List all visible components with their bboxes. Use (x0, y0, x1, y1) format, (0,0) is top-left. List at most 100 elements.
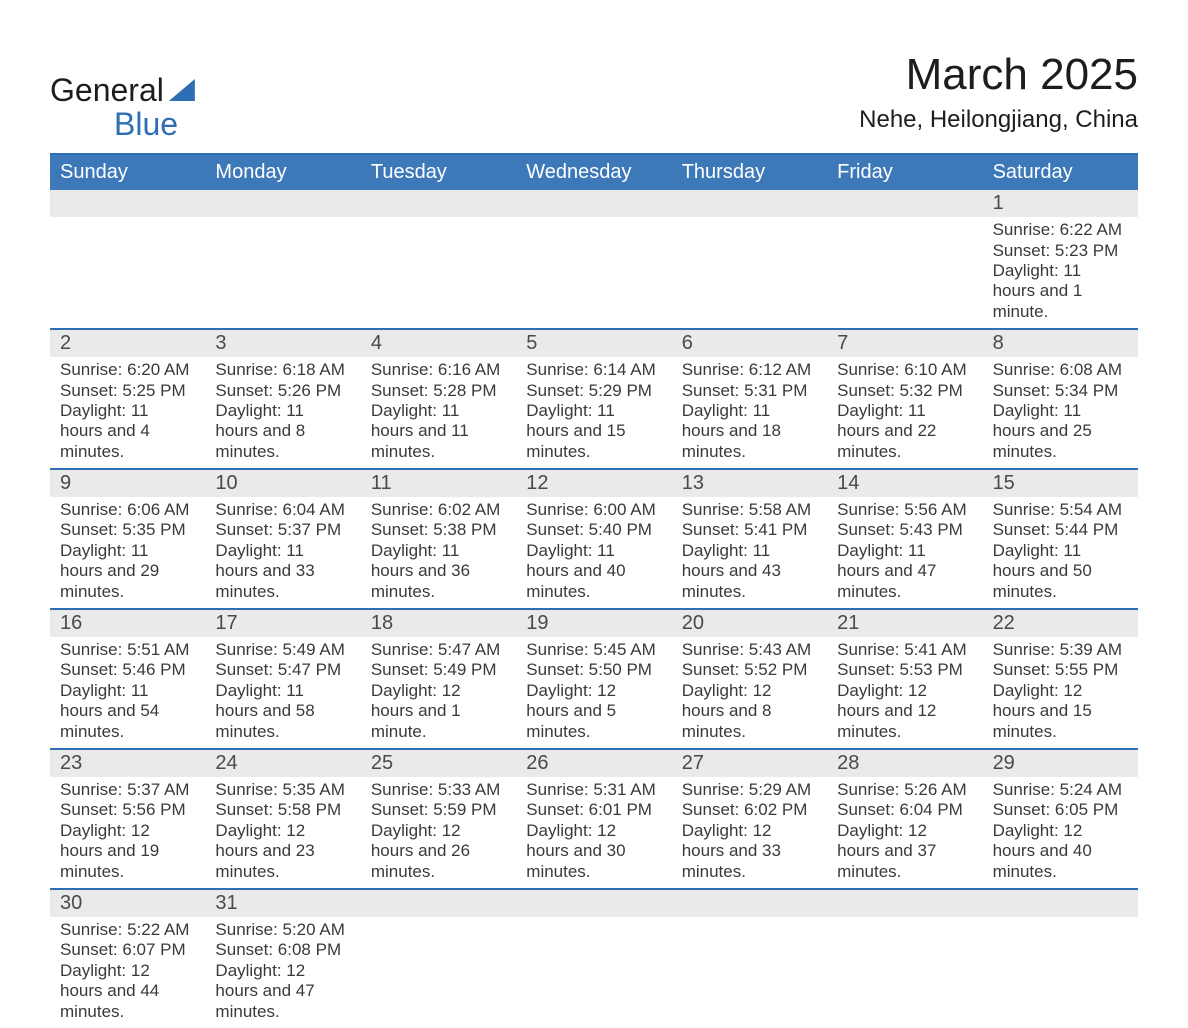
sunrise-text: Sunrise: 5:54 AM (993, 500, 1128, 520)
sunset-text: Sunset: 5:46 PM (60, 660, 195, 680)
sunrise-text: Sunrise: 5:24 AM (993, 780, 1128, 800)
calendar: Sunday Monday Tuesday Wednesday Thursday… (50, 153, 1138, 1028)
day-number: 12 (516, 470, 671, 497)
sunset-text: Sunset: 5:37 PM (215, 520, 350, 540)
day-cell: Sunrise: 5:43 AMSunset: 5:52 PMDaylight:… (672, 637, 827, 748)
day-number: 28 (827, 750, 982, 777)
daylight-text: Daylight: 11 hours and 25 minutes. (993, 401, 1128, 462)
sunset-text: Sunset: 5:44 PM (993, 520, 1128, 540)
daylight-text: Daylight: 12 hours and 30 minutes. (526, 821, 661, 882)
day-cell: Sunrise: 6:08 AMSunset: 5:34 PMDaylight:… (983, 357, 1138, 468)
sunrise-text: Sunrise: 6:10 AM (837, 360, 972, 380)
weekday-label: Friday (827, 155, 982, 190)
daylight-text: Daylight: 12 hours and 5 minutes. (526, 681, 661, 742)
day-number: 24 (205, 750, 360, 777)
weekday-label: Thursday (672, 155, 827, 190)
sunrise-text: Sunrise: 6:12 AM (682, 360, 817, 380)
day-number: 5 (516, 330, 671, 357)
sunset-text: Sunset: 5:43 PM (837, 520, 972, 540)
day-cell: Sunrise: 5:45 AMSunset: 5:50 PMDaylight:… (516, 637, 671, 748)
sunrise-text: Sunrise: 6:14 AM (526, 360, 661, 380)
day-number (672, 190, 827, 217)
weekday-label: Monday (205, 155, 360, 190)
day-number: 27 (672, 750, 827, 777)
daylight-text: Daylight: 12 hours and 40 minutes. (993, 821, 1128, 882)
day-number (516, 190, 671, 217)
day-cell: Sunrise: 5:22 AMSunset: 6:07 PMDaylight:… (50, 917, 205, 1028)
daylight-text: Daylight: 11 hours and 1 minute. (993, 261, 1128, 322)
sunset-text: Sunset: 5:40 PM (526, 520, 661, 540)
day-number: 19 (516, 610, 671, 637)
calendar-page: General Blue March 2025 Nehe, Heilongjia… (0, 0, 1188, 1028)
day-number: 7 (827, 330, 982, 357)
day-number: 26 (516, 750, 671, 777)
day-cell: Sunrise: 5:58 AMSunset: 5:41 PMDaylight:… (672, 497, 827, 608)
day-cell: Sunrise: 5:35 AMSunset: 5:58 PMDaylight:… (205, 777, 360, 888)
weekday-label: Tuesday (361, 155, 516, 190)
sunrise-text: Sunrise: 6:08 AM (993, 360, 1128, 380)
page-subtitle: Nehe, Heilongjiang, China (859, 106, 1138, 134)
daylight-text: Daylight: 11 hours and 54 minutes. (60, 681, 195, 742)
day-number: 4 (361, 330, 516, 357)
sunrise-text: Sunrise: 5:37 AM (60, 780, 195, 800)
sunset-text: Sunset: 6:02 PM (682, 800, 817, 820)
daylight-text: Daylight: 11 hours and 15 minutes. (526, 401, 661, 462)
sunset-text: Sunset: 6:04 PM (837, 800, 972, 820)
sunrise-text: Sunrise: 6:20 AM (60, 360, 195, 380)
daylight-text: Daylight: 12 hours and 33 minutes. (682, 821, 817, 882)
sunrise-text: Sunrise: 5:22 AM (60, 920, 195, 940)
day-number: 15 (983, 470, 1138, 497)
sunset-text: Sunset: 5:23 PM (993, 241, 1128, 261)
sunset-text: Sunset: 5:53 PM (837, 660, 972, 680)
daylight-text: Daylight: 11 hours and 22 minutes. (837, 401, 972, 462)
day-cell: Sunrise: 6:20 AMSunset: 5:25 PMDaylight:… (50, 357, 205, 468)
sunrise-text: Sunrise: 6:06 AM (60, 500, 195, 520)
sunset-text: Sunset: 5:29 PM (526, 381, 661, 401)
day-cell: Sunrise: 5:26 AMSunset: 6:04 PMDaylight:… (827, 777, 982, 888)
day-number: 8 (983, 330, 1138, 357)
sunset-text: Sunset: 5:52 PM (682, 660, 817, 680)
sunset-text: Sunset: 5:58 PM (215, 800, 350, 820)
day-cell (205, 217, 360, 328)
sunrise-text: Sunrise: 5:45 AM (526, 640, 661, 660)
day-number: 11 (361, 470, 516, 497)
day-cell: Sunrise: 5:56 AMSunset: 5:43 PMDaylight:… (827, 497, 982, 608)
weekday-label: Saturday (983, 155, 1138, 190)
day-number: 22 (983, 610, 1138, 637)
sunset-text: Sunset: 5:56 PM (60, 800, 195, 820)
day-cell (827, 917, 982, 1028)
daylight-text: Daylight: 11 hours and 8 minutes. (215, 401, 350, 462)
day-cell (827, 217, 982, 328)
daylight-text: Daylight: 12 hours and 37 minutes. (837, 821, 972, 882)
daylight-text: Daylight: 11 hours and 36 minutes. (371, 541, 506, 602)
day-number: 21 (827, 610, 982, 637)
day-cell: Sunrise: 5:37 AMSunset: 5:56 PMDaylight:… (50, 777, 205, 888)
day-cell: Sunrise: 5:33 AMSunset: 5:59 PMDaylight:… (361, 777, 516, 888)
daylight-text: Daylight: 11 hours and 29 minutes. (60, 541, 195, 602)
day-number (205, 190, 360, 217)
day-cell: Sunrise: 6:18 AMSunset: 5:26 PMDaylight:… (205, 357, 360, 468)
day-cell: Sunrise: 6:00 AMSunset: 5:40 PMDaylight:… (516, 497, 671, 608)
weekday-header: Sunday Monday Tuesday Wednesday Thursday… (50, 155, 1138, 190)
day-number: 17 (205, 610, 360, 637)
day-cell (672, 217, 827, 328)
daylight-text: Daylight: 11 hours and 40 minutes. (526, 541, 661, 602)
day-number: 25 (361, 750, 516, 777)
day-cell: Sunrise: 6:22 AMSunset: 5:23 PMDaylight:… (983, 217, 1138, 328)
day-number: 13 (672, 470, 827, 497)
day-cell: Sunrise: 6:14 AMSunset: 5:29 PMDaylight:… (516, 357, 671, 468)
daylight-text: Daylight: 12 hours and 1 minute. (371, 681, 506, 742)
day-cell (516, 917, 671, 1028)
day-number: 16 (50, 610, 205, 637)
daylight-text: Daylight: 12 hours and 26 minutes. (371, 821, 506, 882)
sunrise-text: Sunrise: 5:39 AM (993, 640, 1128, 660)
sunrise-text: Sunrise: 5:56 AM (837, 500, 972, 520)
logo-triangle-icon (169, 79, 195, 101)
sunset-text: Sunset: 6:08 PM (215, 940, 350, 960)
sunrise-text: Sunrise: 5:47 AM (371, 640, 506, 660)
title-block: March 2025 Nehe, Heilongjiang, China (859, 50, 1138, 134)
sunset-text: Sunset: 5:32 PM (837, 381, 972, 401)
day-number: 30 (50, 890, 205, 917)
sunset-text: Sunset: 6:01 PM (526, 800, 661, 820)
sunrise-text: Sunrise: 5:49 AM (215, 640, 350, 660)
